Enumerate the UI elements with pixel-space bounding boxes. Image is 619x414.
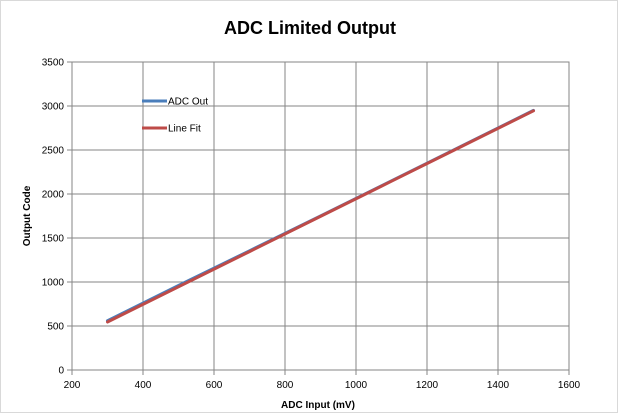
legend-label-adc-out: ADC Out: [168, 97, 208, 108]
y-tick-label-2: 1000: [42, 278, 65, 289]
legend: ADC Out Line Fit: [142, 97, 208, 135]
x-tick-label-4: 1000: [345, 380, 368, 391]
chart-title: ADC Limited Output: [224, 18, 396, 38]
x-tick-label-2: 600: [206, 380, 223, 391]
legend-label-line-fit: Line Fit: [168, 124, 201, 135]
series-layer: [106, 108, 535, 324]
y-tick-label-7: 3500: [42, 58, 65, 69]
series-line-line-fit: [106, 109, 535, 324]
y-tick-label-4: 2000: [42, 190, 65, 201]
plot-area: [71, 61, 570, 371]
y-tick-label-0: 0: [58, 366, 64, 377]
y-tick-label-5: 2500: [42, 146, 65, 157]
x-axis-title: ADC Input (mV): [281, 400, 355, 411]
x-tick-label-0: 200: [64, 380, 81, 391]
y-tick-label-6: 3000: [42, 102, 65, 113]
y-axis-title: Output Code: [22, 185, 33, 246]
x-tick-label-5: 1200: [416, 380, 439, 391]
x-tick-label-3: 800: [277, 380, 294, 391]
x-tick-label-6: 1400: [487, 380, 510, 391]
x-tick-labels: 200 400 600 800 1000 1200 1400 1600: [64, 370, 581, 391]
y-tick-label-3: 1500: [42, 234, 65, 245]
y-tick-label-1: 500: [47, 322, 64, 333]
y-tick-labels: 0 500 1000 1500 2000 2500 3000 3500: [42, 58, 72, 377]
grid-lines: [71, 61, 570, 371]
x-tick-label-1: 400: [135, 380, 152, 391]
x-tick-label-7: 1600: [558, 380, 581, 391]
